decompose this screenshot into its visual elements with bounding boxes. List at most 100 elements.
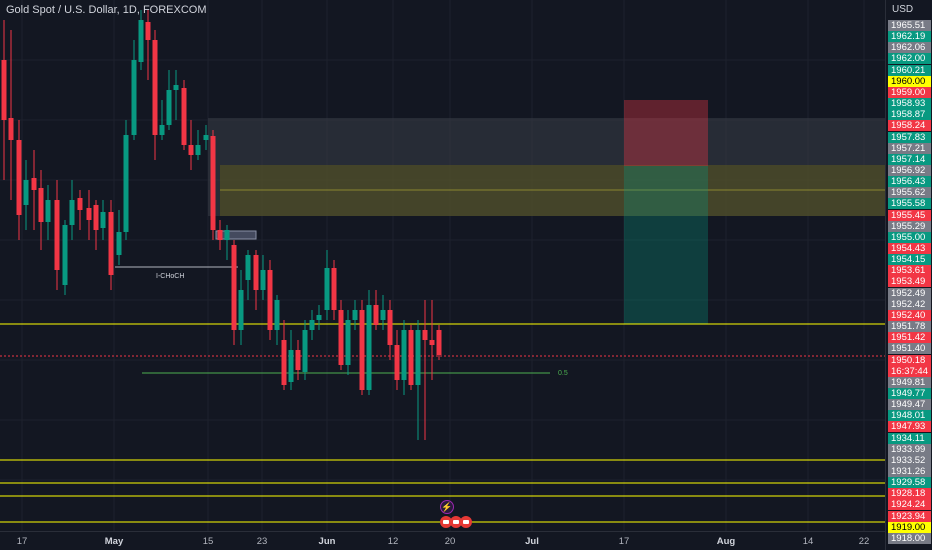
price-label: 1955.00 [888,231,931,243]
price-label: 1962.00 [888,53,931,65]
candle-body [338,310,344,365]
candle-body [131,60,137,135]
price-label: 1954.15 [888,254,931,266]
candle-body [93,205,99,230]
candle-body [86,208,92,220]
price-label: 1952.42 [888,298,931,310]
candle-body [352,310,358,320]
candle-body [401,330,407,380]
price-label: 1952.49 [888,287,931,299]
candle-body [123,135,129,232]
candle-body [387,310,393,345]
lightning-icon[interactable]: ⚡ [440,500,454,514]
price-label: 1918.00 [888,532,931,544]
price-label: 1924.24 [888,499,931,511]
time-label: Jul [525,536,539,547]
candle-body [309,320,315,330]
price-label: 1950.18 [888,354,931,366]
candle-body [173,85,179,90]
candle-body [394,345,400,380]
price-label: 1960.00 [888,75,931,87]
candle-body [210,136,216,230]
time-label: May [104,536,124,547]
candle-body [429,340,435,345]
symbol-title[interactable]: Gold Spot / U.S. Dollar, 1D, FOREXCOM [6,4,207,16]
candlestick-chart[interactable] [0,0,885,531]
price-label: 1957.14 [888,153,931,165]
candle-body [195,145,201,155]
time-label: 17 [16,536,28,547]
candle-body [288,350,294,382]
candle-body [31,178,37,190]
candle-body [23,180,29,205]
time-label: 12 [387,536,399,547]
price-label: 1953.49 [888,276,931,288]
candle-body [166,90,172,125]
candle-body [267,270,273,330]
price-label: 1958.87 [888,109,931,121]
time-label: 17 [618,536,630,547]
candle-body [54,200,60,270]
price-label: 1928.18 [888,488,931,500]
candle-body [188,145,194,155]
us-flag-icon[interactable] [460,516,472,528]
candle-body [281,340,287,385]
candle-body [217,230,223,240]
candle-body [108,212,114,275]
price-label: 1955.45 [888,209,931,221]
candle-body [274,300,280,330]
candle-body [38,188,44,222]
price-label: 1955.58 [888,198,931,210]
candle-body [181,88,187,145]
time-label: Aug [716,536,736,547]
candle-body [145,22,151,40]
time-axis[interactable]: 17 May 15 23 Jun 12 20 Jul 17 Aug 14 22 [0,531,885,550]
candle-body [373,305,379,325]
candle-body [253,255,259,290]
candle-body [295,350,301,370]
price-label: 1962.06 [888,42,931,54]
candle-body [45,200,51,222]
price-label: 1952.40 [888,309,931,321]
take-profit-zone [624,166,708,324]
candle-body [1,60,7,120]
price-label: 1947.93 [888,421,931,433]
price-label: 1955.62 [888,187,931,199]
candle-body [316,315,322,320]
price-label: 1923.94 [888,510,931,522]
candle-body [331,268,337,310]
price-label: 1951.42 [888,332,931,344]
price-label: 1954.43 [888,243,931,254]
price-label: 1948.01 [888,410,931,422]
candle-body [62,225,68,285]
currency-label: USD [892,4,914,15]
price-label: 1953.61 [888,265,931,277]
candle-body [16,140,22,215]
candle-body [366,305,372,390]
price-label: 1960.21 [888,64,931,76]
price-label: 16:37:44 [888,365,931,377]
candle-body [302,330,308,372]
candle-body [77,198,83,210]
candle-body [422,330,428,340]
price-label: 1958.24 [888,120,931,132]
choch-label: I-CHoCH [156,273,185,280]
candle-body [224,230,230,240]
candle-body [359,310,365,390]
fib-level-label: 0.5 [558,370,568,377]
price-label: 1951.40 [888,343,931,355]
chart-pane[interactable]: Gold Spot / U.S. Dollar, 1D, FOREXCOM I-… [0,0,885,531]
price-label: 1931.26 [888,466,931,477]
price-label: 1958.93 [888,98,931,110]
candle-body [231,245,237,330]
price-label: 1933.99 [888,443,931,455]
price-label: 1919.00 [888,521,931,533]
price-axis[interactable]: USD 1965.51 1962.19 1962.06 1962.00 1960.21 1… [885,0,932,550]
candle-body [238,290,244,330]
candle-body [159,125,165,135]
candle-body [245,255,251,280]
candle-body [152,40,158,135]
stop-loss-zone [624,100,708,166]
price-label: 1949.47 [888,399,931,411]
candle-body [260,270,266,290]
